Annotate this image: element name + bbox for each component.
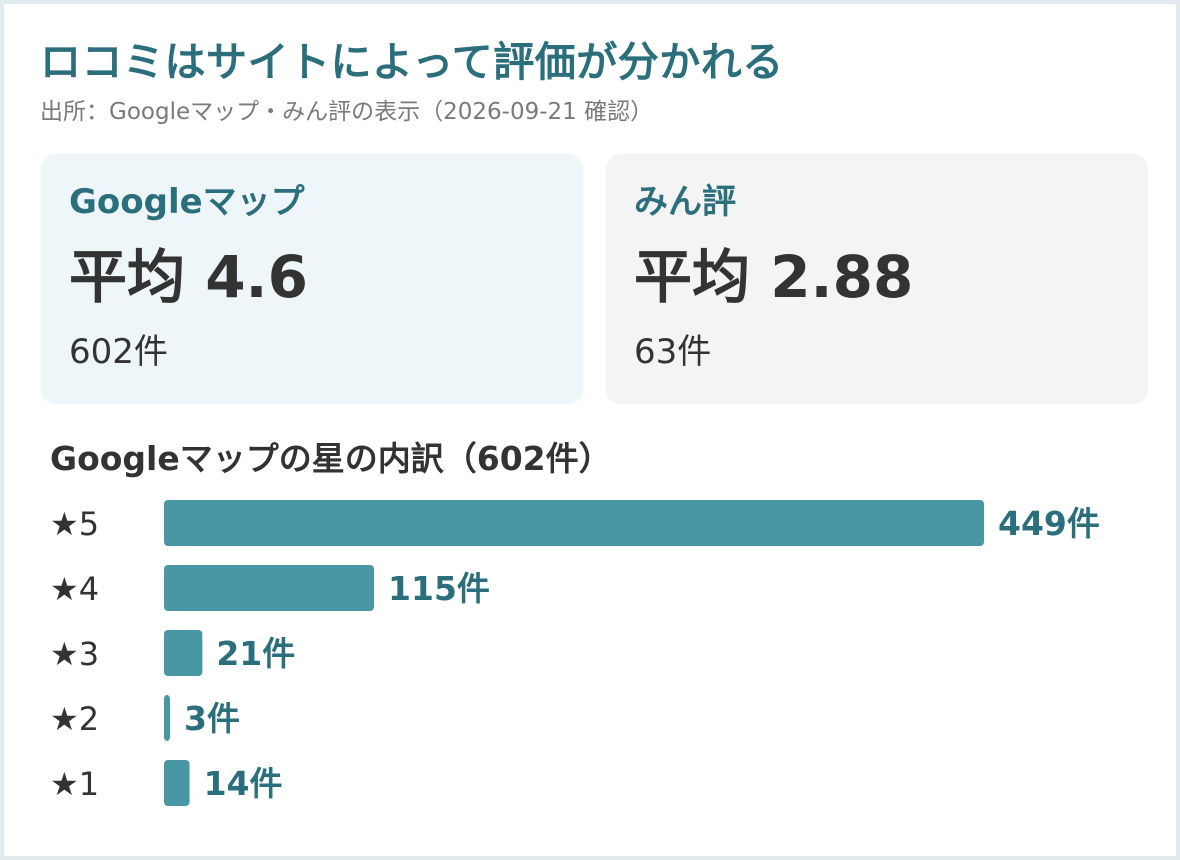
- star-category-label: ★4: [50, 570, 99, 608]
- minhyo-card-name: みん評: [634, 182, 736, 222]
- star-category-label: ★1: [50, 765, 99, 803]
- bar: [164, 695, 170, 741]
- minhyo-average: 平均 2.88: [634, 243, 914, 311]
- bar-value-label: 3件: [184, 699, 240, 738]
- breakdown-title: Googleマップの星の内訳（602件）: [50, 439, 612, 478]
- star-category-label: ★3: [50, 635, 99, 673]
- bar: [164, 630, 203, 676]
- bar-value-label: 21件: [216, 634, 295, 673]
- minhyo-review-count: 63件: [634, 332, 712, 372]
- bar: [164, 565, 375, 611]
- star-category-label: ★5: [50, 505, 99, 543]
- bar-value-label: 115件: [388, 569, 490, 608]
- bar-value-label: 449件: [998, 504, 1100, 543]
- google-maps-average: 平均 4.6: [69, 243, 308, 311]
- google-maps-card: Googleマップ 平均 4.6 602件: [41, 154, 583, 404]
- bar: [164, 500, 984, 546]
- star-breakdown-chart: ★5 449件 ★4 115件 ★3 21件 ★2 3件 ★1 14件: [50, 500, 1100, 806]
- source-note: 出所：Googleマップ・みん評の表示（2026-09-21 確認）: [40, 99, 654, 125]
- bar-value-label: 14件: [204, 764, 283, 803]
- google-maps-card-name: Googleマップ: [69, 182, 305, 222]
- minhyo-card: みん評 平均 2.88 63件: [606, 154, 1148, 404]
- bar: [164, 760, 190, 806]
- google-maps-review-count: 602件: [69, 332, 168, 372]
- page-title: ロコミはサイトによって評価が分かれる: [40, 38, 784, 86]
- star-category-label: ★2: [50, 700, 99, 738]
